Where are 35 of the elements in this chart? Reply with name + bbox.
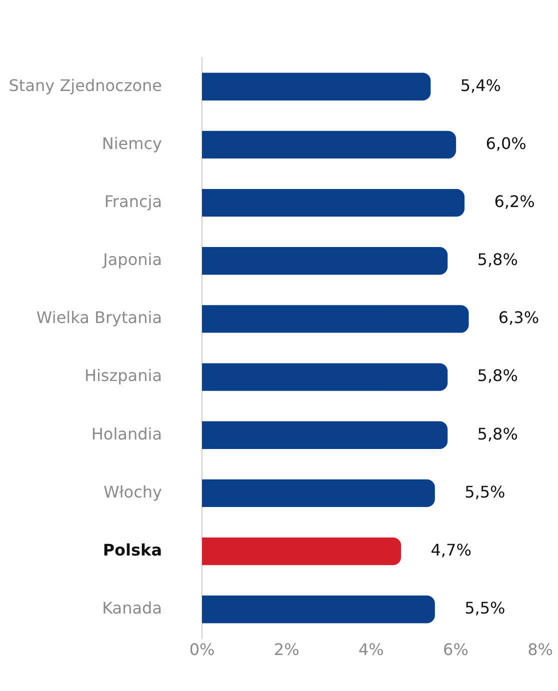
- y-tick-label: Japonia: [102, 250, 162, 270]
- y-tick-label: Włochy: [103, 482, 162, 502]
- y-tick-label: Hiszpania: [84, 366, 162, 386]
- bar: [202, 130, 456, 159]
- x-tick-label: 6%: [443, 640, 468, 660]
- bar: [202, 363, 448, 391]
- y-tick-label: Kanada: [102, 598, 162, 618]
- y-tick-label: Niemcy: [102, 134, 162, 153]
- data-label: 6,2%: [494, 192, 535, 211]
- bar: [202, 479, 435, 508]
- y-tick-label: Francja: [104, 192, 162, 211]
- data-label: 5,5%: [464, 598, 506, 618]
- bar: [202, 188, 465, 217]
- x-tick-label: 4%: [358, 640, 384, 660]
- bar: [202, 247, 448, 275]
- bar: [202, 305, 469, 333]
- bar: [202, 537, 402, 566]
- x-tick-label: 0%: [189, 640, 215, 660]
- bar: [202, 72, 431, 100]
- data-label: 5,8%: [477, 424, 518, 444]
- bar: [202, 596, 435, 624]
- data-label: 6,3%: [498, 308, 540, 328]
- data-label: 5,5%: [464, 482, 506, 502]
- data-label: 6,0%: [486, 134, 526, 153]
- data-label: 5,4%: [460, 76, 502, 95]
- y-tick-label: Holandia: [91, 424, 162, 444]
- x-tick-label: 2%: [274, 640, 300, 660]
- data-label: 5,8%: [477, 250, 518, 270]
- y-tick-label: Stany Zjednoczone: [8, 76, 162, 95]
- y-tick-label: Polska: [102, 540, 162, 560]
- y-tick-label: Wielka Brytania: [36, 308, 162, 328]
- data-label: 5,8%: [477, 366, 518, 386]
- data-label: 4,7%: [430, 540, 472, 560]
- bar: [202, 421, 448, 449]
- x-tick-label: 8%: [528, 640, 554, 660]
